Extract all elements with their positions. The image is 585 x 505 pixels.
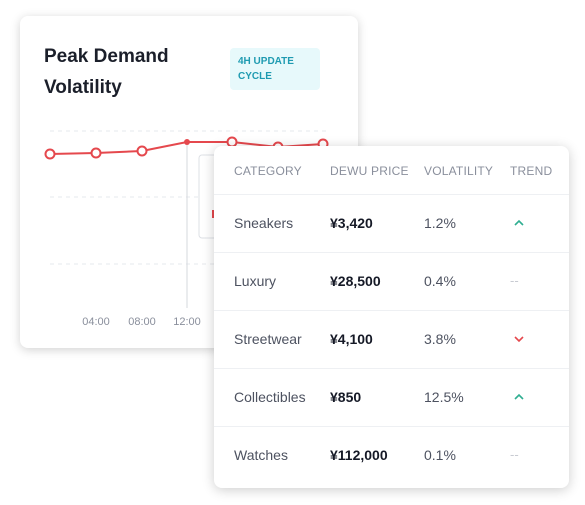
price-volatility-table: CATEGORY DEWU PRICE VOLATILITY TREND Sne… bbox=[214, 146, 569, 488]
row-category: Collectibles bbox=[234, 389, 306, 405]
table-row[interactable]: Streetwear ¥4,100 3.8% bbox=[214, 310, 569, 369]
header-category[interactable]: CATEGORY bbox=[234, 164, 302, 178]
x-tick-label: 08:00 bbox=[128, 316, 156, 328]
row-category: Streetwear bbox=[234, 331, 302, 347]
header-volatility[interactable]: VOLATILITY bbox=[424, 164, 494, 178]
x-tick-label: 12:00 bbox=[173, 316, 201, 328]
row-price: ¥3,420 bbox=[330, 215, 373, 231]
trend-flat-indicator: -- bbox=[510, 447, 519, 462]
data-point bbox=[44, 148, 56, 160]
header-price[interactable]: DEWU PRICE bbox=[330, 164, 409, 178]
x-tick-label: 04:00 bbox=[82, 316, 110, 328]
table-row[interactable]: Collectibles ¥850 12.5% bbox=[214, 368, 569, 427]
row-volatility: 3.8% bbox=[424, 331, 456, 347]
card-title: Peak Demand Volatility bbox=[44, 46, 169, 98]
data-point bbox=[90, 147, 102, 159]
table-row[interactable]: Sneakers ¥3,420 1.2% bbox=[214, 194, 569, 253]
row-volatility: 12.5% bbox=[424, 389, 464, 405]
row-category: Luxury bbox=[234, 273, 277, 289]
row-price: ¥4,100 bbox=[330, 331, 373, 347]
header-trend[interactable]: TREND bbox=[510, 164, 553, 178]
row-price: ¥112,000 bbox=[330, 447, 388, 463]
row-category: Sneakers bbox=[234, 215, 294, 231]
row-volatility: 0.1% bbox=[424, 447, 456, 463]
table-row[interactable]: Watches ¥112,000 0.1% -- bbox=[214, 426, 569, 485]
row-price: ¥850 bbox=[330, 389, 362, 405]
row-price: ¥28,500 bbox=[330, 273, 381, 289]
table-row[interactable]: Luxury ¥28,500 0.4% -- bbox=[214, 252, 569, 311]
update-cycle-badge: 4H UPDATE CYCLE bbox=[230, 48, 320, 90]
row-volatility: 0.4% bbox=[424, 273, 456, 289]
trend-flat-indicator: -- bbox=[510, 273, 519, 288]
trend-up-icon bbox=[514, 219, 524, 226]
row-volatility: 1.2% bbox=[424, 215, 456, 231]
trend-down-icon bbox=[514, 336, 524, 343]
data-point-active bbox=[184, 139, 190, 145]
trend-up-icon bbox=[514, 393, 524, 400]
row-category: Watches bbox=[234, 447, 288, 463]
data-point bbox=[136, 145, 148, 157]
